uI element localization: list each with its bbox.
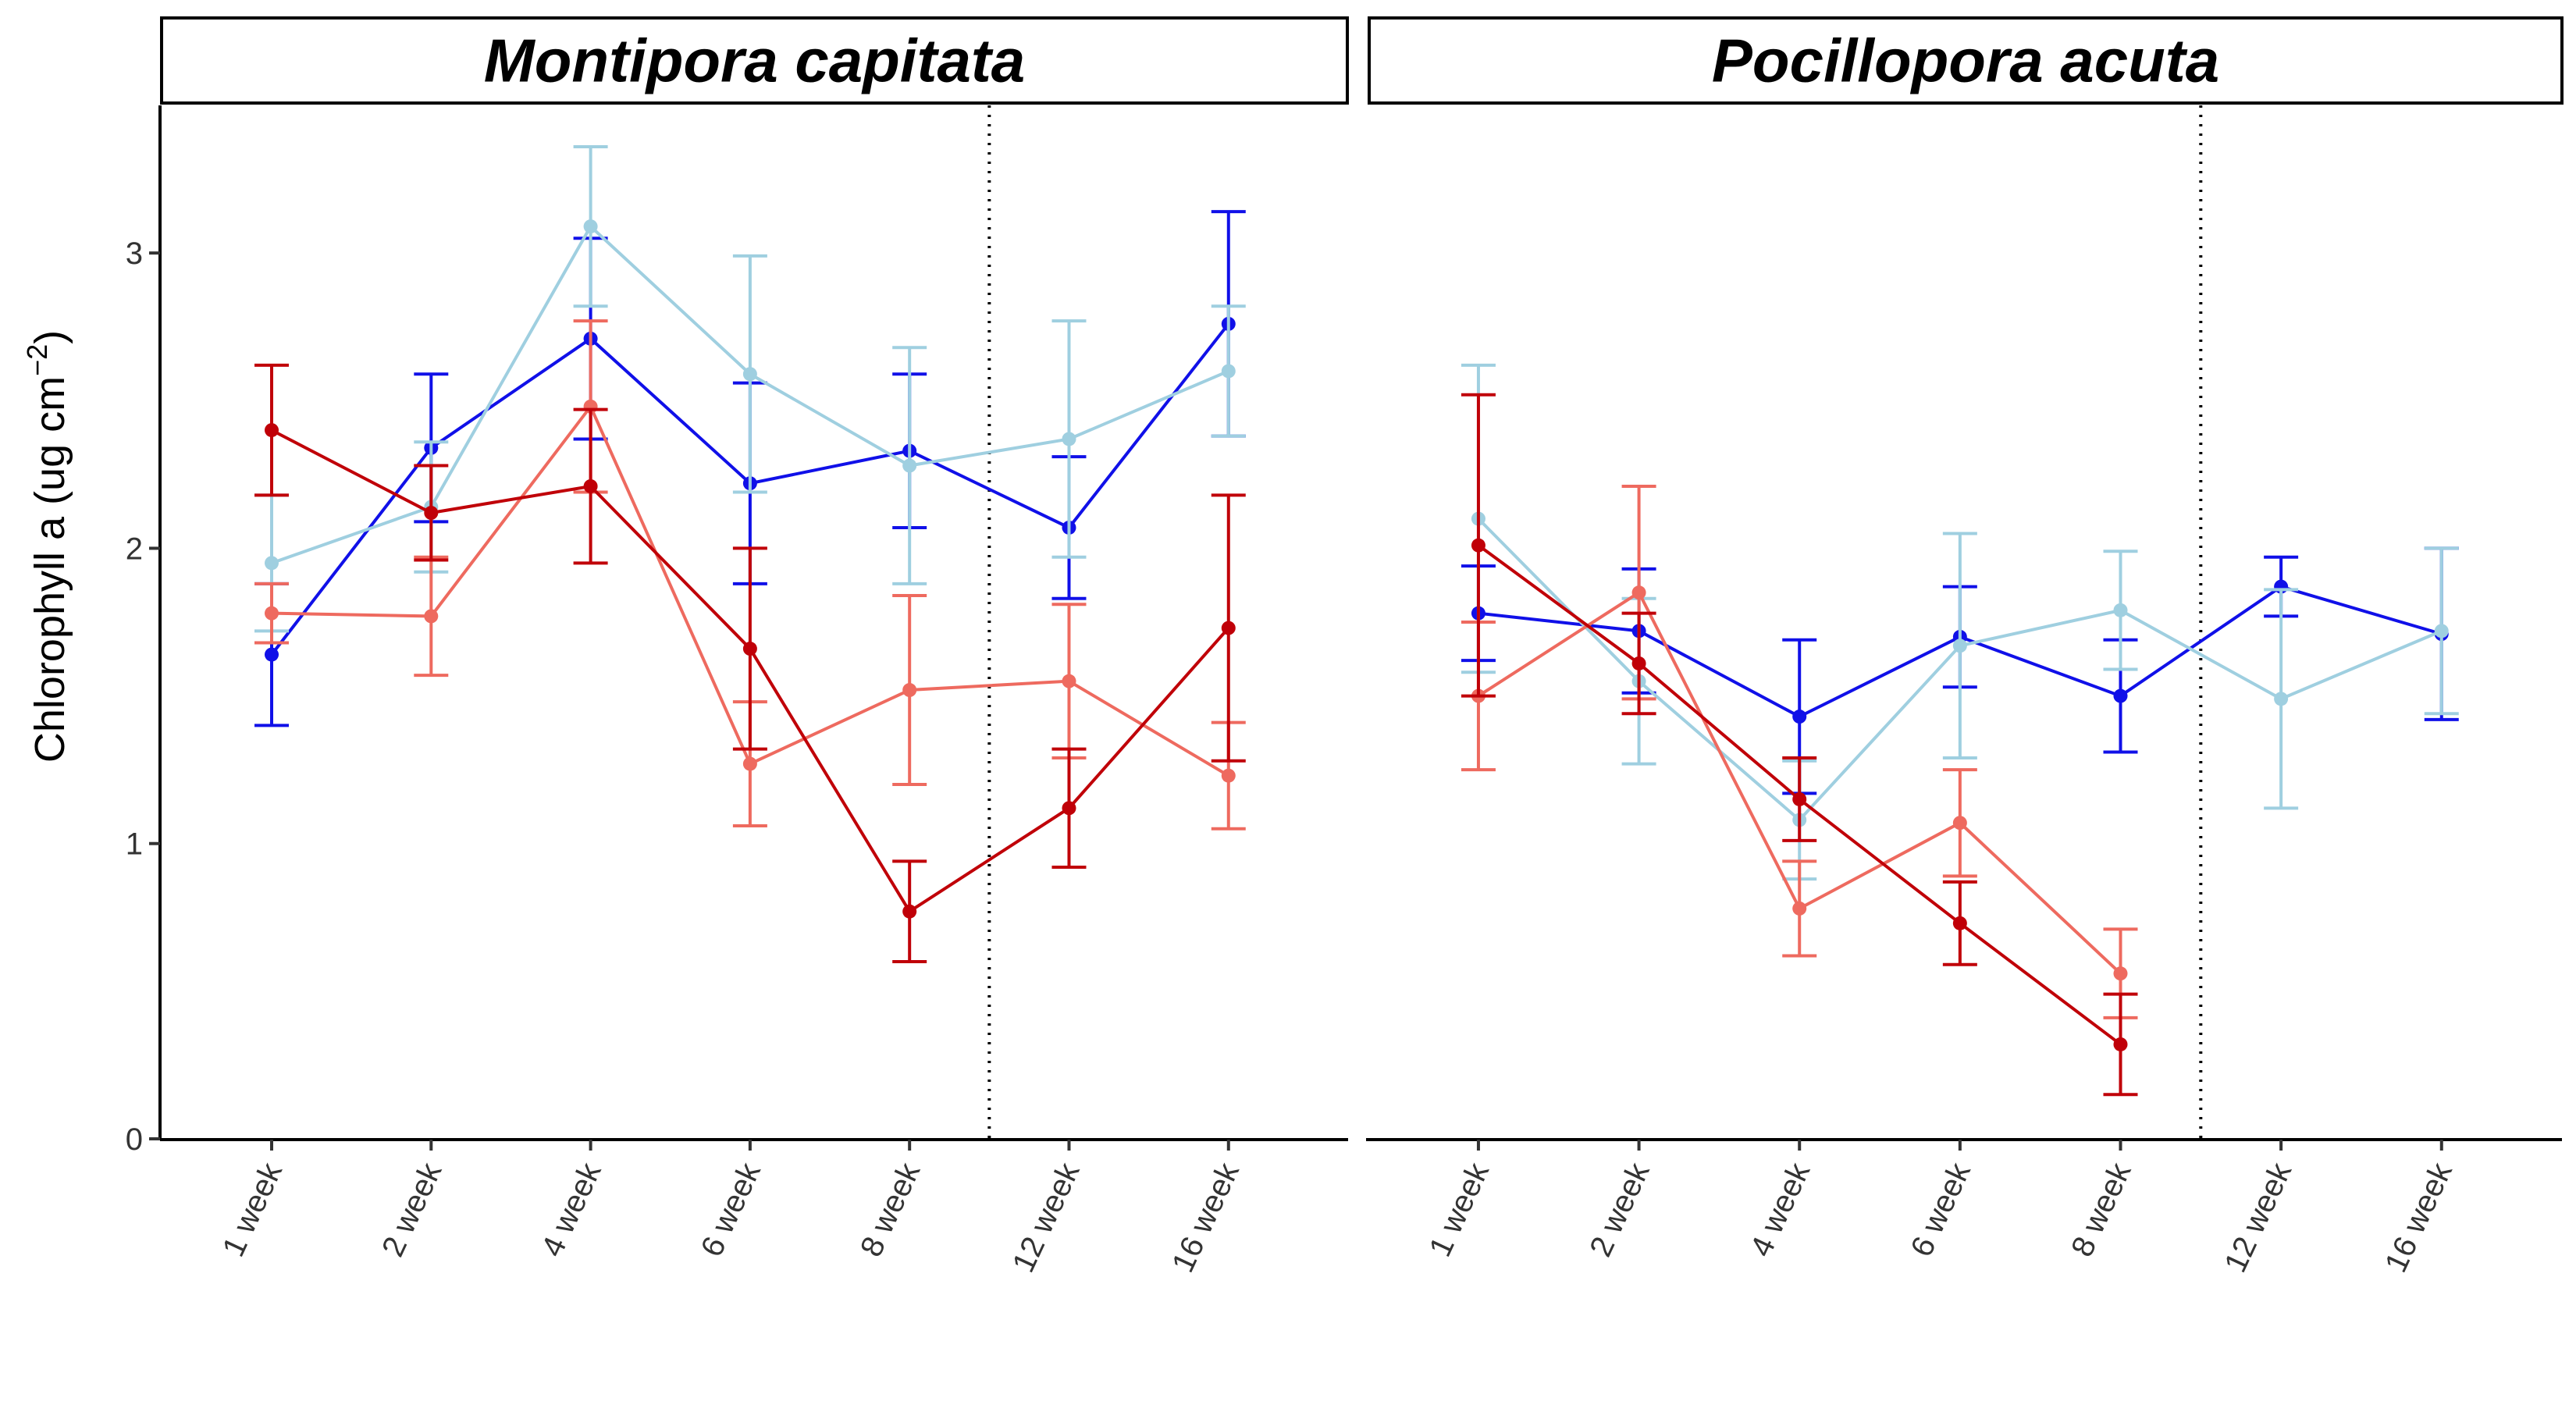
x-tick-label: 2 week <box>1583 1157 1656 1261</box>
y-tick-label: 0 <box>126 1122 143 1157</box>
data-point <box>902 904 917 919</box>
data-point <box>1952 638 1967 653</box>
y-tick-label: 1 <box>126 827 143 862</box>
x-tick-label: 1 week <box>216 1157 290 1261</box>
facet-title: Pocillopora acuta <box>1712 27 2219 95</box>
facet-strip <box>1368 16 2564 105</box>
x-tick-label: 1 week <box>1423 1157 1496 1261</box>
x-tick-label: 8 week <box>2065 1157 2138 1261</box>
x-tick-label: 2 week <box>375 1157 449 1261</box>
data-point <box>424 609 439 624</box>
data-point <box>2113 1037 2128 1051</box>
x-tick-label: 12 week <box>1006 1157 1087 1278</box>
y-tick-label: 2 <box>126 532 143 566</box>
x-tick-label: 4 week <box>535 1157 608 1261</box>
data-point <box>2113 966 2128 981</box>
data-point <box>1471 538 1485 553</box>
y-axis-title: Chlorophyll a (ug cm−2) <box>21 330 73 763</box>
data-point <box>1221 621 1236 635</box>
data-point <box>1631 585 1646 600</box>
data-point <box>1792 710 1807 724</box>
y-axis-title-superscript: −2 <box>21 344 53 376</box>
data-point <box>1792 791 1807 806</box>
data-point <box>583 478 598 493</box>
data-point <box>1631 656 1646 670</box>
x-tick-label: 4 week <box>1744 1157 1817 1261</box>
x-tick-label: 16 week <box>1165 1157 1246 1278</box>
data-point <box>265 647 279 662</box>
data-point <box>742 642 757 656</box>
data-point <box>902 683 917 698</box>
x-tick-label: 6 week <box>1905 1157 1978 1261</box>
facet-title: Montipora capitata <box>484 27 1025 95</box>
data-point <box>1792 901 1807 916</box>
data-point <box>2113 688 2128 703</box>
data-point <box>265 606 279 621</box>
data-point <box>742 367 757 382</box>
data-point <box>902 458 917 473</box>
x-tick-label: 16 week <box>2379 1157 2459 1278</box>
x-tick-label: 12 week <box>2218 1157 2298 1278</box>
data-point <box>1062 432 1076 446</box>
data-point <box>265 423 279 438</box>
data-point <box>424 506 439 521</box>
x-tick-label: 6 week <box>695 1157 768 1261</box>
data-point <box>2434 624 2449 638</box>
y-tick-label: 3 <box>126 237 143 271</box>
data-point <box>1062 674 1076 688</box>
data-point <box>1221 364 1236 379</box>
facet-strip <box>160 16 1349 105</box>
data-point <box>2274 692 2289 706</box>
data-point <box>2113 603 2128 617</box>
data-point <box>1952 916 1967 930</box>
data-point <box>583 219 598 234</box>
data-point <box>742 756 757 771</box>
x-tick-label: 8 week <box>854 1157 927 1261</box>
data-point <box>1062 801 1076 816</box>
y-axis-title-close: ) <box>27 330 73 344</box>
data-point <box>1952 816 1967 831</box>
data-point <box>1221 768 1236 783</box>
data-point <box>265 556 279 571</box>
